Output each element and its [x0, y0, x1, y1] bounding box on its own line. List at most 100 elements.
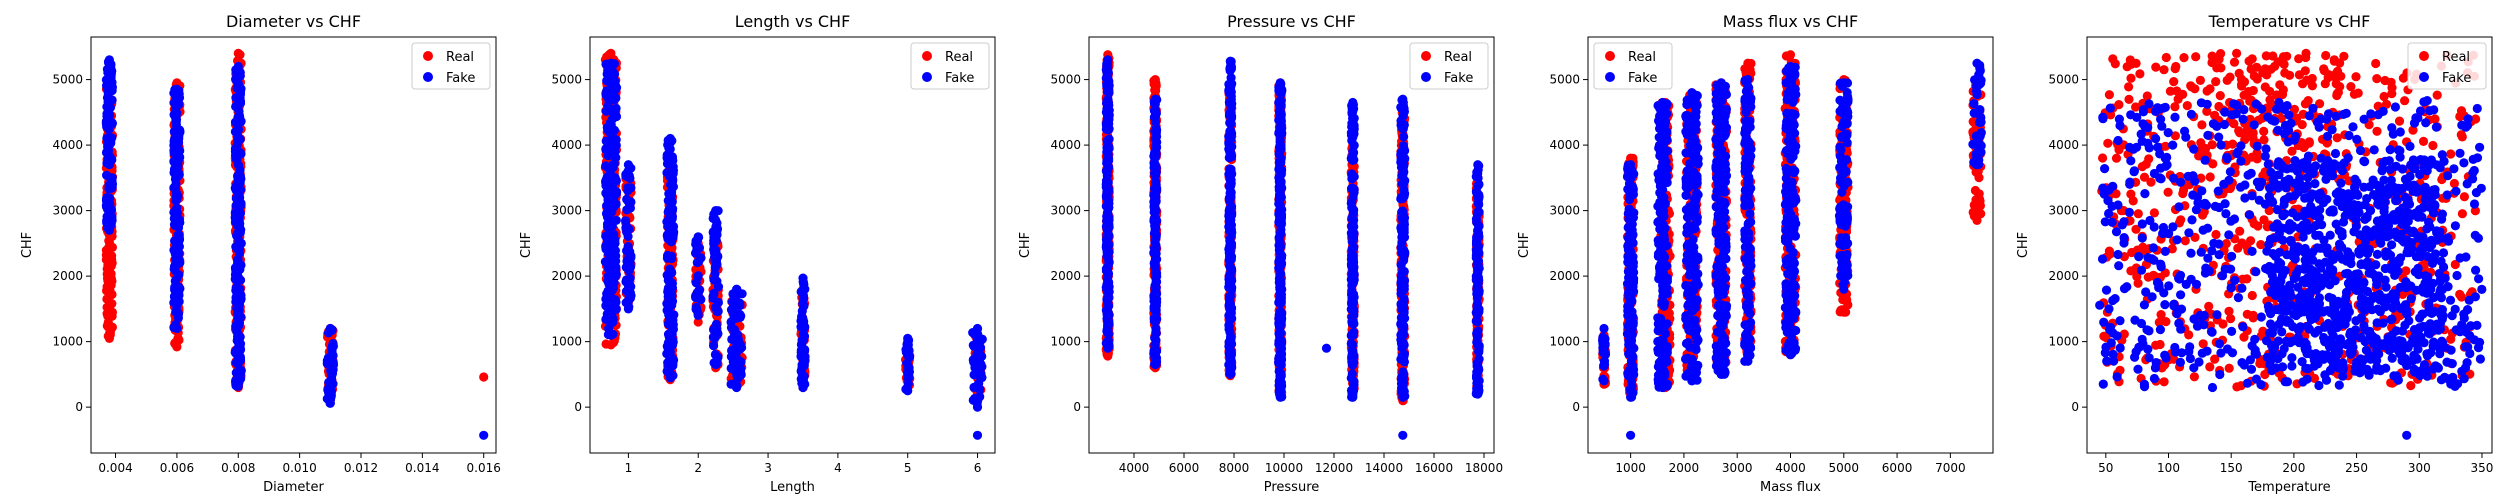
data-point [601, 294, 611, 304]
data-point [1399, 192, 1409, 202]
data-point [231, 285, 241, 295]
data-point [104, 55, 114, 65]
data-point [693, 271, 703, 281]
data-point [1321, 343, 1332, 353]
data-point [1471, 271, 1481, 281]
data-point [1274, 209, 1284, 219]
data-point [1225, 236, 1235, 246]
x-axis-label: Diameter [263, 480, 324, 495]
data-point [232, 213, 242, 223]
data-point [236, 312, 246, 322]
data-point [233, 61, 243, 72]
data-point [1347, 357, 1357, 367]
data-point [1104, 292, 1114, 303]
y-tick-label: 5000 [551, 73, 582, 87]
data-point [1102, 166, 1113, 176]
data-point [102, 194, 112, 204]
data-point [602, 233, 612, 244]
data-point [1274, 245, 1284, 255]
data-point [232, 303, 242, 313]
data-point [606, 58, 616, 68]
y-tick-label: 3000 [1050, 204, 1081, 218]
data-point [1347, 214, 1357, 224]
data-point [1349, 147, 1359, 158]
data-point [903, 386, 913, 396]
data-point [1104, 256, 1114, 266]
data-point [726, 323, 737, 333]
data-point [1349, 172, 1359, 182]
data-point [610, 85, 620, 95]
data-point [102, 64, 112, 74]
data-point [903, 333, 913, 343]
data-point [1225, 327, 1235, 337]
data-point [603, 195, 613, 205]
data-point [1473, 160, 1483, 170]
data-point [606, 330, 616, 340]
data-point [623, 304, 634, 314]
data-point [1149, 159, 1159, 169]
data-point [667, 290, 677, 300]
data-point [1275, 237, 1285, 247]
data-point [233, 117, 243, 128]
data-point [1474, 179, 1484, 189]
y-tick-label: 0 [574, 400, 582, 414]
data-point [971, 331, 982, 341]
data-point [107, 133, 117, 143]
data-point [606, 262, 617, 272]
data-point [1348, 155, 1358, 165]
data-point [798, 273, 808, 283]
data-point [602, 123, 612, 133]
data-point [1474, 354, 1484, 364]
data-point [713, 352, 723, 362]
data-point [664, 143, 674, 153]
data-point [1104, 88, 1114, 98]
x-tick-label: 3 [764, 461, 772, 475]
data-point [1473, 331, 1483, 341]
data-point [1472, 299, 1482, 309]
data-point [1347, 300, 1357, 310]
data-point [102, 321, 112, 331]
data-point [693, 232, 703, 242]
data-point [1150, 243, 1160, 253]
data-point [603, 248, 614, 259]
data-point [1151, 214, 1161, 224]
data-point [621, 223, 631, 233]
legend-label-fake: Fake [945, 71, 974, 86]
data-point [1104, 76, 1114, 86]
x-tick-label: 0.014 [405, 461, 439, 475]
data-point [1398, 145, 1408, 155]
y-tick-label: 2000 [1050, 269, 1081, 283]
data-point [669, 355, 679, 365]
data-point [1472, 217, 1482, 227]
data-point [1150, 94, 1160, 104]
data-point [610, 295, 620, 305]
chart-title: Length vs CHF [735, 12, 851, 31]
data-point [325, 323, 335, 334]
legend-label-fake: Fake [1444, 71, 1473, 86]
data-point [233, 381, 243, 391]
data-point [665, 373, 675, 383]
data-point [1150, 184, 1160, 194]
data-point [1396, 281, 1406, 291]
y-axis-label: CHF [519, 232, 534, 258]
data-point [1226, 274, 1236, 284]
data-point [711, 235, 721, 245]
data-point [609, 229, 619, 240]
data-point [693, 310, 703, 320]
data-point [1472, 285, 1482, 295]
data-point [694, 243, 704, 253]
data-point [1103, 343, 1113, 353]
data-point [623, 183, 633, 193]
data-point [1150, 360, 1160, 370]
plot-frame [90, 36, 497, 454]
legend-marker-fake [423, 72, 433, 82]
data-point [601, 106, 611, 116]
data-point [1397, 342, 1407, 352]
data-point [1347, 286, 1357, 296]
x-tick-label: 0.004 [98, 461, 132, 475]
data-point [969, 382, 979, 392]
data-point [601, 178, 611, 188]
data-points [101, 48, 489, 440]
series-real [600, 48, 986, 399]
data-point [605, 164, 615, 174]
